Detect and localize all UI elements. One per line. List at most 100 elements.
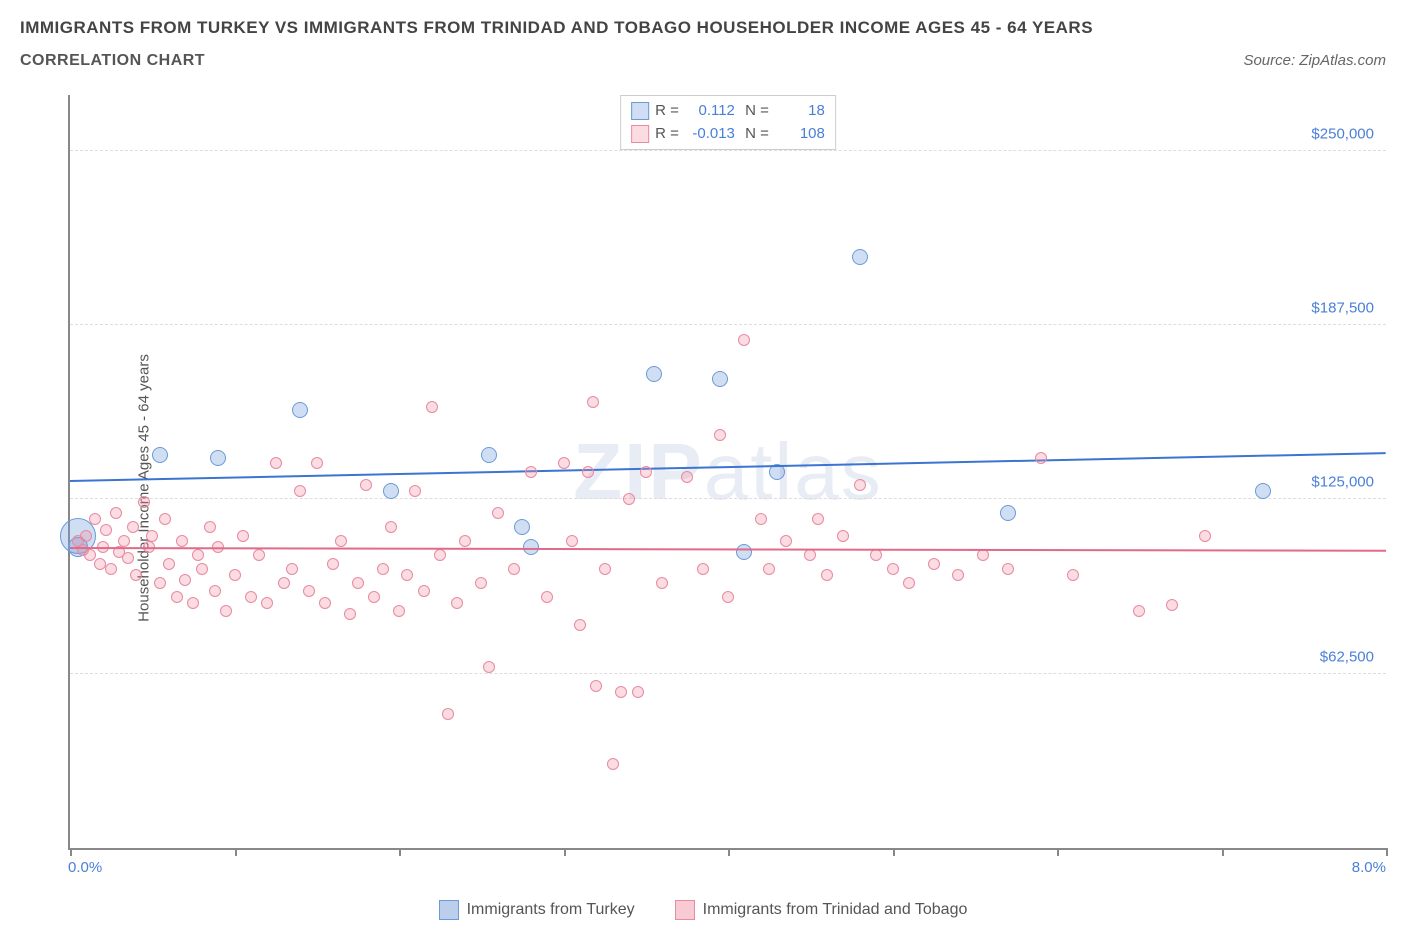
stat-n-label: N = [741, 100, 769, 123]
legend: Immigrants from TurkeyImmigrants from Tr… [0, 900, 1406, 920]
chart-title: IMMIGRANTS FROM TURKEY VS IMMIGRANTS FRO… [20, 18, 1386, 38]
data-point [483, 661, 495, 673]
gridline [70, 150, 1386, 151]
data-point [821, 569, 833, 581]
data-point [434, 549, 446, 561]
data-point [418, 585, 430, 597]
data-point [171, 591, 183, 603]
data-point [204, 521, 216, 533]
data-point [566, 535, 578, 547]
data-point [360, 479, 372, 491]
data-point [837, 530, 849, 542]
legend-label: Immigrants from Turkey [467, 901, 635, 919]
data-point [780, 535, 792, 547]
data-point [80, 530, 92, 542]
data-point [763, 563, 775, 575]
data-point [393, 605, 405, 617]
data-point [492, 507, 504, 519]
data-point [163, 558, 175, 570]
data-point [656, 577, 668, 589]
data-point [105, 563, 117, 575]
stats-row: R =-0.013 N =108 [631, 123, 825, 146]
data-point [292, 402, 308, 418]
source-attribution: Source: ZipAtlas.com [1243, 52, 1386, 69]
data-point [646, 366, 662, 382]
data-point [303, 585, 315, 597]
gridline [70, 324, 1386, 325]
data-point [574, 619, 586, 631]
data-point [714, 429, 726, 441]
data-point [590, 680, 602, 692]
x-axis-max-label: 8.0% [1352, 859, 1386, 876]
data-point [270, 457, 282, 469]
legend-swatch [439, 900, 459, 920]
data-point [127, 521, 139, 533]
data-point [632, 686, 644, 698]
y-tick-label: $250,000 [1311, 125, 1374, 142]
data-point [623, 493, 635, 505]
data-point [852, 249, 868, 265]
data-point [508, 563, 520, 575]
trend-line [70, 547, 1386, 552]
data-point [887, 563, 899, 575]
data-point [1000, 505, 1016, 521]
data-point [130, 569, 142, 581]
data-point [755, 513, 767, 525]
y-tick-label: $187,500 [1311, 300, 1374, 317]
data-point [541, 591, 553, 603]
data-point [870, 549, 882, 561]
data-point [237, 530, 249, 542]
data-point [722, 591, 734, 603]
stat-r-value: 0.112 [685, 100, 735, 123]
data-point [294, 485, 306, 497]
data-point [640, 466, 652, 478]
stat-swatch [631, 125, 649, 143]
data-point [196, 563, 208, 575]
chart-container: Householder Income Ages 45 - 64 years ZI… [20, 95, 1386, 880]
data-point [352, 577, 364, 589]
data-point [383, 483, 399, 499]
stat-r-label: R = [655, 123, 679, 146]
data-point [368, 591, 380, 603]
data-point [607, 758, 619, 770]
data-point [385, 521, 397, 533]
data-point [977, 549, 989, 561]
data-point [110, 507, 122, 519]
trend-line [70, 452, 1386, 482]
legend-swatch [675, 900, 695, 920]
stat-r-value: -0.013 [685, 123, 735, 146]
data-point [426, 401, 438, 413]
data-point [928, 558, 940, 570]
legend-item: Immigrants from Turkey [439, 900, 635, 920]
data-point [229, 569, 241, 581]
data-point [514, 519, 530, 535]
data-point [525, 466, 537, 478]
data-point [1133, 605, 1145, 617]
stat-n-value: 18 [775, 100, 825, 123]
data-point [146, 530, 158, 542]
gridline [70, 498, 1386, 499]
data-point [523, 539, 539, 555]
data-point [1035, 452, 1047, 464]
data-point [94, 558, 106, 570]
x-tick [1386, 848, 1388, 856]
data-point [1067, 569, 1079, 581]
data-point [1166, 599, 1178, 611]
data-point [187, 597, 199, 609]
data-point [587, 396, 599, 408]
data-point [812, 513, 824, 525]
data-point [582, 466, 594, 478]
data-point [176, 535, 188, 547]
data-point [154, 577, 166, 589]
data-point [697, 563, 709, 575]
data-point [475, 577, 487, 589]
gridline [70, 673, 1386, 674]
stat-r-label: R = [655, 100, 679, 123]
data-point [451, 597, 463, 609]
data-point [401, 569, 413, 581]
data-point [327, 558, 339, 570]
data-point [138, 496, 150, 508]
data-point [409, 485, 421, 497]
data-point [179, 574, 191, 586]
data-point [681, 471, 693, 483]
